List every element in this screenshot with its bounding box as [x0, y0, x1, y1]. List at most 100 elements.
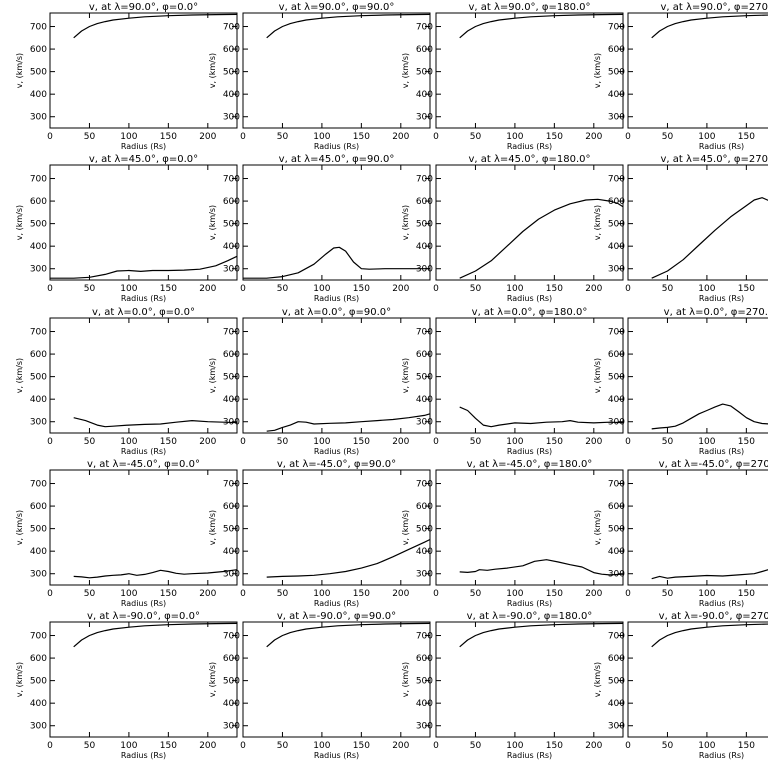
x-axis-label: Radius (Rs): [507, 447, 552, 456]
x-tick-label: 100: [313, 589, 330, 599]
y-tick-label: 500: [416, 677, 433, 687]
plot-frame: [435, 317, 624, 434]
y-tick-label: 700: [416, 175, 433, 185]
y-tick-label: 500: [30, 68, 47, 78]
x-axis-label: Radius (Rs): [699, 751, 744, 760]
y-axis-label: v, (km/s): [208, 662, 217, 697]
y-tick-label: 600: [223, 502, 240, 512]
x-axis-label: Radius (Rs): [699, 294, 744, 303]
series-line: [266, 413, 431, 432]
y-tick-label: 500: [416, 525, 433, 535]
x-tick-label: 200: [199, 132, 216, 142]
x-tick-label: 200: [199, 741, 216, 751]
y-axis-label: v, (km/s): [401, 205, 410, 240]
subplot-title: v, at λ=90.0°, φ=270.0°: [660, 2, 768, 13]
x-tick-label: 150: [546, 437, 563, 447]
y-tick-label: 400: [416, 547, 433, 557]
subplot-13: v, at λ=-45.0°, φ=0.0° 0 50 100 150 200 300 400…: [15, 459, 238, 608]
subplot-20: v, at λ=-90.0°, φ=270.0°0501001502003004…: [593, 611, 768, 760]
y-tick-label: 700: [608, 328, 625, 338]
subplot-19: v, at λ=-90.0°, φ=180.0° 0 50 100 150 200 300 4…: [401, 611, 624, 760]
subplot-title: v, at λ=45.0°, φ=90.0°: [279, 154, 395, 165]
x-tick-label: 100: [698, 741, 715, 751]
x-tick-label: 200: [392, 589, 409, 599]
x-tick-label: 0: [433, 284, 439, 294]
series-line: [651, 197, 768, 279]
subplot-title: v, at λ=90.0°, φ=90.0°: [279, 2, 395, 13]
subplot-title: v, at λ=45.0°, φ=180.0°: [468, 154, 590, 165]
y-tick-label: 700: [30, 480, 47, 490]
y-tick-label: 300: [30, 113, 47, 123]
x-tick-label: 50: [662, 132, 674, 142]
subplot-5: v, at λ=45.0°, φ=0.0° 0 50 100 150 200 300 400 5…: [15, 154, 238, 303]
subplot-9: v, at λ=0.0°, φ=0.0° 0 50 100 150 200 300 400 50…: [15, 307, 238, 456]
x-tick-label: 50: [84, 437, 96, 447]
y-tick-label: 500: [416, 373, 433, 383]
subplot-title: v, at λ=90.0°, φ=180.0°: [468, 2, 590, 13]
subplot-title: v, at λ=0.0°, φ=180.0°: [472, 307, 588, 318]
y-tick-label: 700: [223, 632, 240, 642]
subplot-title: v, at λ=0.0°, φ=90.0°: [282, 307, 391, 318]
subplot-title: v, at λ=-45.0°, φ=180.0°: [467, 459, 593, 470]
x-axis-label: Radius (Rs): [121, 294, 166, 303]
y-tick-label: 500: [30, 220, 47, 230]
y-tick-label: 400: [223, 699, 240, 709]
x-tick-label: 200: [585, 741, 602, 751]
x-tick-label: 100: [313, 132, 330, 142]
subplot-11: v, at λ=0.0°, φ=180.0° 0 50 100 150 200 300 400…: [401, 307, 624, 456]
y-tick-label: 700: [223, 328, 240, 338]
x-tick-label: 0: [433, 132, 439, 142]
subplot-title: v, at λ=-90.0°, φ=90.0°: [277, 611, 396, 622]
x-axis-label: Radius (Rs): [314, 751, 359, 760]
x-tick-label: 150: [160, 589, 177, 599]
y-tick-label: 600: [416, 197, 433, 207]
plot-frame: [242, 317, 431, 434]
y-tick-label: 500: [608, 373, 625, 383]
y-axis-label: v, (km/s): [15, 358, 24, 393]
x-tick-label: 0: [47, 284, 53, 294]
series-line: [459, 406, 624, 428]
x-tick-label: 0: [47, 437, 53, 447]
y-tick-label: 300: [416, 722, 433, 732]
y-tick-label: 400: [30, 242, 47, 252]
y-tick-label: 400: [223, 90, 240, 100]
y-axis-label: v, (km/s): [401, 510, 410, 545]
y-axis-label: v, (km/s): [593, 53, 602, 88]
y-tick-label: 300: [608, 722, 625, 732]
x-tick-label: 150: [738, 437, 755, 447]
x-tick-label: 50: [84, 589, 96, 599]
plot-frame: [435, 164, 624, 281]
x-tick-label: 0: [47, 132, 53, 142]
plot-frame: [627, 621, 768, 738]
y-axis-label: v, (km/s): [208, 205, 217, 240]
y-tick-label: 300: [416, 570, 433, 580]
x-tick-label: 200: [585, 589, 602, 599]
x-tick-label: 100: [506, 132, 523, 142]
y-tick-label: 400: [416, 395, 433, 405]
y-axis-label: v, (km/s): [593, 662, 602, 697]
x-tick-label: 0: [433, 741, 439, 751]
x-tick-label: 50: [277, 589, 289, 599]
y-axis-label: v, (km/s): [208, 510, 217, 545]
x-tick-label: 0: [240, 284, 246, 294]
x-tick-label: 0: [47, 741, 53, 751]
subplot-1: v, at λ=90.0°, φ=0.0° 0 50 100 150 200 300 400 5…: [15, 2, 238, 151]
y-tick-label: 500: [608, 525, 625, 535]
subplot-8: v, at λ=45.0°, φ=270.0°05010015020030040…: [593, 154, 768, 303]
y-tick-label: 300: [30, 418, 47, 428]
plot-frame: [242, 621, 431, 738]
x-axis-label: Radius (Rs): [699, 599, 744, 608]
x-tick-label: 50: [277, 741, 289, 751]
plot-frame: [435, 12, 624, 129]
y-axis-label: v, (km/s): [593, 510, 602, 545]
y-tick-label: 300: [30, 265, 47, 275]
subplot-title: v, at λ=-90.0°, φ=0.0°: [87, 611, 200, 622]
x-tick-label: 50: [662, 437, 674, 447]
y-axis-label: v, (km/s): [15, 53, 24, 88]
y-tick-label: 500: [416, 68, 433, 78]
plot-frame: [627, 12, 768, 129]
series-line: [651, 569, 768, 580]
x-tick-label: 150: [353, 741, 370, 751]
y-tick-label: 400: [608, 90, 625, 100]
